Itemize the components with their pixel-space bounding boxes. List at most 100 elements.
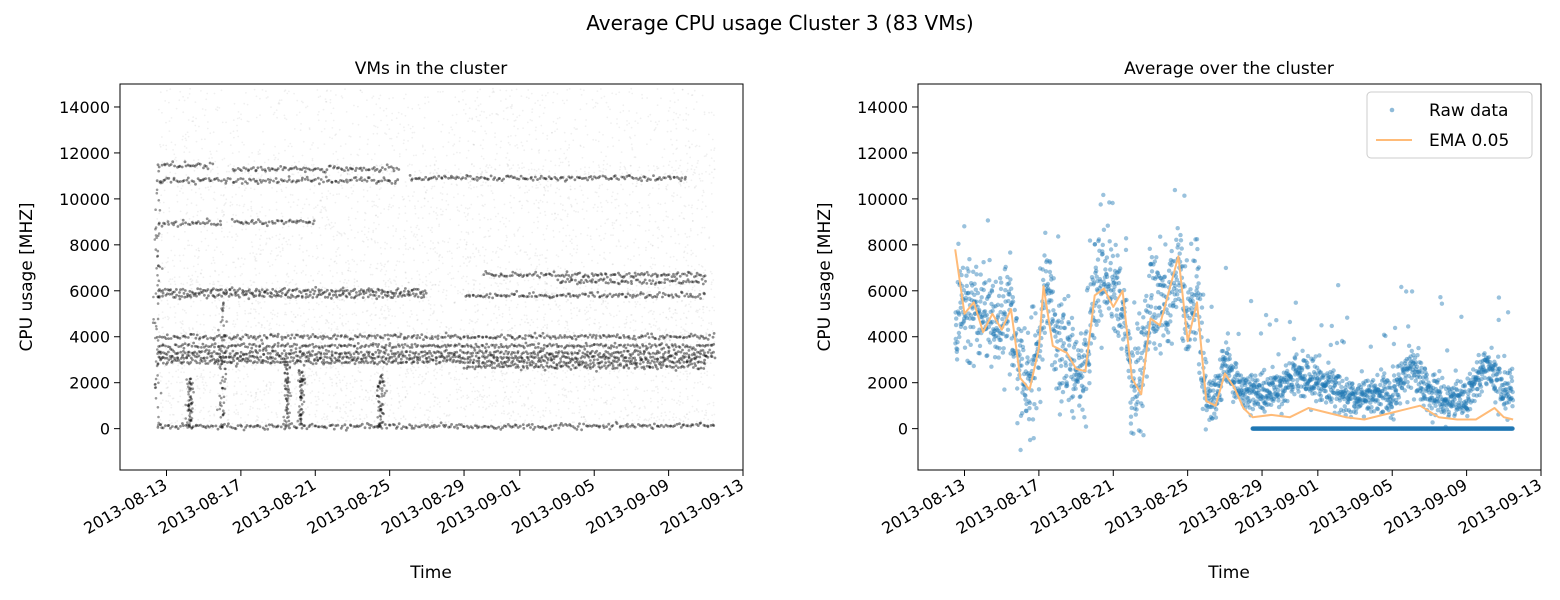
left-vm-point [253,317,256,320]
left-vm-point [584,125,587,128]
left-vm-point [657,391,659,394]
left-vm-point [671,172,674,175]
left-vm-point [500,424,503,427]
left-vm-point [476,340,479,343]
left-vm-point [445,421,447,423]
left-vm-point [574,198,577,201]
left-vm-point [429,240,432,242]
left-vm-point [434,156,436,159]
left-vm-point [684,205,687,208]
left-vm-point [329,376,331,379]
left-vm-point [494,168,497,171]
left-vm-point [179,210,182,213]
left-vm-point [482,246,484,249]
left-vm-point [540,328,543,331]
left-vm-point [482,396,484,399]
left-vm-point [285,118,288,121]
left-vm-point [204,186,207,189]
left-vm-point [258,272,261,275]
left-vm-point [501,315,504,318]
left-vm-point [176,200,179,203]
left-vm-point [497,229,500,231]
left-vm-point [382,339,385,342]
left-vm-point [483,254,486,257]
left-vm-point [190,280,193,283]
left-vm-point [433,185,436,188]
left-vm-point [677,399,680,402]
left-vm-point [211,232,214,235]
left-vm-point [658,418,661,421]
left-vm-point [449,359,451,362]
left-vm-point [254,397,257,399]
left-vm-point [618,369,621,372]
left-vm-point [437,267,440,270]
left-vm-point [167,271,170,273]
left-vm-point [655,419,658,422]
left-vm-point [384,285,387,288]
left-vm-point [278,324,281,327]
left-vm-point [683,283,686,286]
left-vm-point [501,328,504,331]
left-vm-point [636,180,638,183]
left-vm-point [544,214,547,217]
left-vm-point [688,346,691,349]
left-vm-point [296,114,298,116]
left-vm-point [614,207,617,209]
left-vm-point [555,414,558,417]
left-vm-point [436,403,439,406]
left-vm-point [624,168,627,171]
left-vm-point [586,350,589,353]
left-vm-point [238,204,241,207]
left-vm-point [246,373,249,376]
left-vm-point [466,397,469,400]
left-vm-point [693,171,695,174]
left-vm-point [686,168,689,171]
left-vm-point [579,88,582,91]
left-vm-point [453,301,455,304]
left-vm-point [568,330,571,333]
left-vm-point [314,395,317,398]
left-vm-point [510,135,512,137]
left-vm-point [324,225,327,227]
left-vm-point [631,343,634,345]
left-vm-point [348,263,350,265]
left-vm-point [544,282,547,285]
left-vm-point [363,363,365,366]
left-vm-point [697,199,700,202]
left-vm-point [294,283,297,286]
left-vm-point [276,255,278,257]
left-vm-point [543,347,546,350]
left-vm-point [635,386,638,389]
left-vm-point [517,164,519,166]
left-vm-point [559,422,561,425]
left-vm-point [688,336,690,338]
left-vm-point [638,254,641,256]
left-vm-point [643,390,646,393]
left-vm-point [339,381,342,384]
left-vm-point [295,386,297,388]
left-vm-point [707,386,710,389]
left-vm-point [468,170,471,173]
left-vm-point [218,313,221,315]
left-vm-point [161,399,164,402]
left-vm-point [513,174,516,177]
left-vm-point [484,130,486,133]
left-vm-point [512,347,515,350]
left-vm-point [188,329,191,331]
left-vm-point [596,291,599,294]
left-vm-point [166,315,169,318]
left-vm-point [182,254,185,257]
left-vm-point [544,94,547,97]
left-vm-point [409,246,411,249]
left-vm-point [174,283,177,286]
left-vm-point [242,283,245,286]
left-vm-point [196,331,199,333]
left-vm-point [210,342,213,344]
left-vm-point [650,283,653,285]
left-vm-point [613,411,616,413]
left-vm-point [257,301,259,303]
left-vm-point [365,389,367,391]
left-vm-point [340,233,343,236]
left-vm-point [532,414,535,417]
